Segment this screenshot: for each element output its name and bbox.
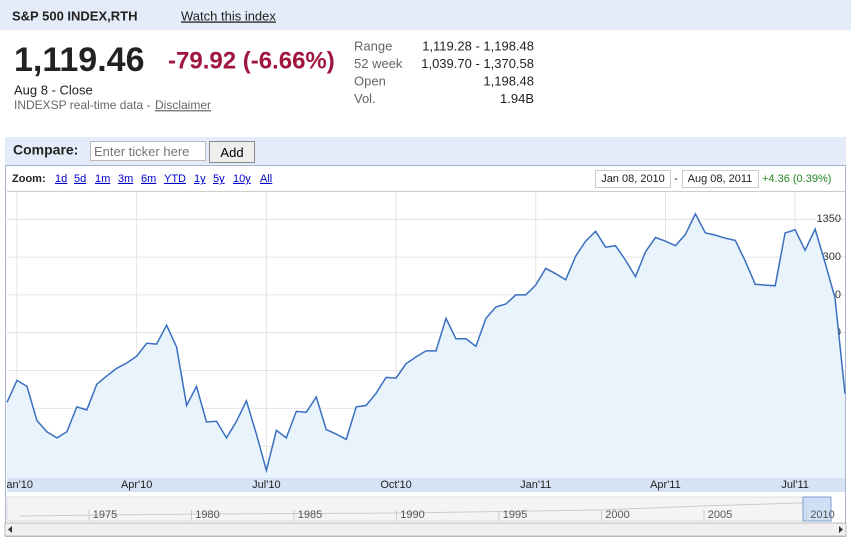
price-line [6, 212, 846, 474]
change: -79.92 (-6.66%) [168, 47, 335, 74]
year-label: 1980 [195, 509, 219, 521]
stat-label: Vol. [354, 91, 376, 106]
stat-value: 1,198.48 [483, 73, 534, 88]
navigator-line [19, 499, 832, 517]
navigator-window[interactable] [802, 496, 832, 522]
end-date-box[interactable] [682, 170, 759, 188]
zoom-option[interactable]: 1m [95, 173, 110, 185]
zoom-option[interactable]: All [260, 173, 272, 185]
x-tick-label: Oct'10 [380, 479, 411, 491]
scrollbar[interactable] [4, 522, 847, 537]
x-tick-label: Jan'11 [520, 479, 551, 491]
date-axis-band [7, 478, 845, 492]
compare-label: Compare: [13, 142, 78, 158]
scroll-right[interactable] [839, 526, 843, 533]
zoom-option[interactable]: YTD [164, 173, 186, 185]
stat-label: Open [354, 73, 386, 88]
year-label: 2010 [810, 509, 834, 521]
x-labels: Jan'10 Apr'10 Jul'10 Oct'10 Jan'11 Apr'11 Jul'… [1, 479, 809, 491]
start-date: Jan 08, 2010 [601, 173, 665, 185]
zoom-label: Zoom: [12, 173, 46, 185]
top-bar [0, 0, 851, 30]
year-label: 2005 [708, 509, 732, 521]
ticker-input[interactable] [90, 141, 206, 161]
year-label: 1995 [503, 509, 527, 521]
zoom-option[interactable]: 3m [118, 173, 133, 185]
stat-label: Range [354, 38, 392, 53]
year-label: 2000 [605, 509, 629, 521]
area [7, 213, 845, 478]
x-tick-label: Jul'11 [781, 479, 809, 491]
stat-value: 1.94B [500, 91, 534, 106]
index-title: S&P 500 INDEX,RTH [12, 8, 137, 23]
year-label: 1975 [93, 509, 117, 521]
stat-value: 1,039.70 - 1,370.58 [421, 56, 534, 71]
x-tick-label: Jan'10 [1, 479, 33, 491]
zoom-option[interactable]: 10y [233, 173, 251, 185]
disclaimer-link[interactable]: Disclaimer [155, 98, 211, 112]
x-tick-label: Apr'11 [650, 479, 681, 491]
start-date-box[interactable] [595, 170, 671, 188]
price: 1,119.46 [14, 41, 144, 79]
y-tick-label: 1350 [817, 213, 841, 225]
watch-link[interactable]: Watch this index [181, 8, 276, 23]
range-change: +4.36 (0.39%) [762, 173, 831, 185]
date-separator: - [674, 173, 678, 185]
data-source: INDEXSP real-time data - [14, 98, 151, 112]
x-tick-label: Jul'10 [252, 479, 280, 491]
year-label: 1990 [400, 509, 424, 521]
stat-value: 1,119.28 - 1,198.48 [422, 38, 534, 53]
scroll-left[interactable] [8, 526, 12, 533]
navigator-years: 1975 1980 1985 1990 1995 2000 2005 2010 [88, 509, 835, 521]
stat-label: 52 week [354, 56, 403, 71]
zoom-option[interactable]: 1d [55, 173, 67, 185]
close-date: Aug 8 - Close [14, 82, 93, 97]
zoom-option[interactable]: 6m [141, 173, 156, 185]
stats: Range 1,119.28 - 1,198.48 52 week 1,039.70 … [354, 38, 534, 106]
plot: 1050110011501200125013001350Jan'10Apr'10… [1, 192, 846, 491]
zoom-options: 1d 5d 1m 3m 6m YTD 1y 5y 10y All [55, 173, 272, 185]
year-label: 1985 [298, 509, 322, 521]
add-button[interactable]: Add [209, 141, 255, 163]
zoom-option[interactable]: 1y [194, 173, 206, 185]
zoom-option[interactable]: 5y [213, 173, 225, 185]
x-tick-label: Apr'10 [121, 479, 152, 491]
zoom-option[interactable]: 5d [74, 173, 86, 185]
end-date: Aug 08, 2011 [688, 173, 753, 185]
